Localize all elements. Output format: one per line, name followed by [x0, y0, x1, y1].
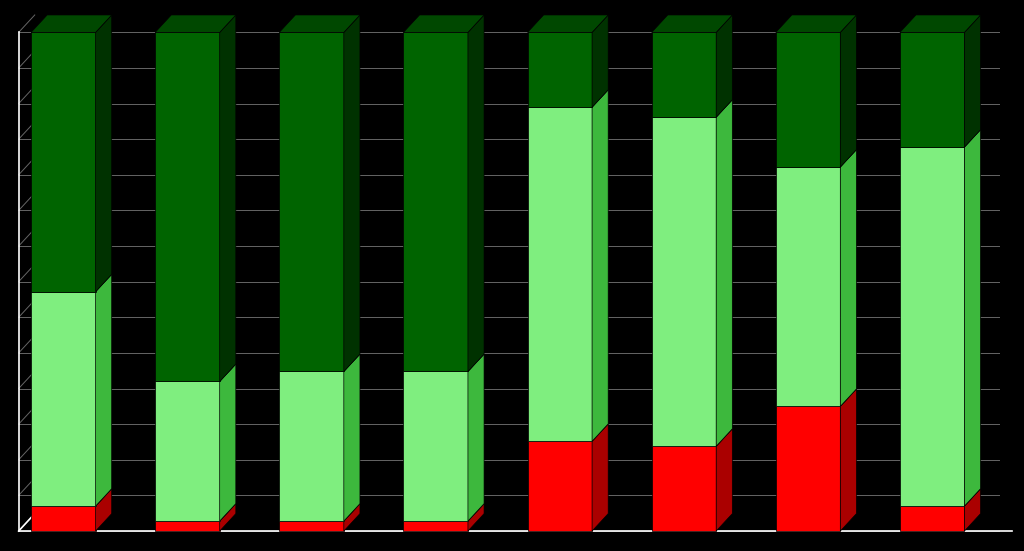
- Polygon shape: [776, 389, 856, 407]
- Polygon shape: [716, 15, 732, 117]
- Polygon shape: [841, 15, 856, 167]
- Polygon shape: [592, 424, 608, 531]
- Polygon shape: [95, 274, 112, 506]
- Polygon shape: [965, 489, 981, 531]
- Polygon shape: [592, 15, 608, 107]
- Polygon shape: [403, 504, 484, 521]
- Polygon shape: [220, 504, 236, 531]
- Polygon shape: [403, 354, 484, 371]
- Polygon shape: [280, 504, 360, 521]
- Polygon shape: [468, 15, 484, 371]
- Polygon shape: [776, 149, 856, 167]
- Polygon shape: [156, 15, 236, 33]
- Polygon shape: [220, 364, 236, 521]
- Polygon shape: [31, 489, 112, 506]
- Polygon shape: [344, 15, 360, 371]
- Polygon shape: [651, 15, 732, 33]
- Bar: [403, 521, 468, 531]
- Bar: [280, 371, 344, 521]
- Polygon shape: [156, 364, 236, 381]
- Polygon shape: [841, 149, 856, 407]
- Polygon shape: [716, 100, 732, 446]
- Bar: [900, 506, 965, 531]
- Bar: [527, 441, 592, 531]
- Polygon shape: [156, 504, 236, 521]
- Bar: [776, 167, 841, 407]
- Polygon shape: [95, 15, 112, 291]
- Bar: [156, 521, 220, 531]
- Polygon shape: [280, 354, 360, 371]
- Polygon shape: [220, 15, 236, 381]
- Polygon shape: [527, 15, 608, 33]
- Polygon shape: [776, 15, 856, 33]
- Polygon shape: [900, 489, 981, 506]
- Bar: [651, 33, 716, 117]
- Polygon shape: [95, 489, 112, 531]
- Polygon shape: [965, 129, 981, 506]
- Polygon shape: [900, 15, 981, 33]
- Polygon shape: [527, 424, 608, 441]
- Polygon shape: [841, 389, 856, 531]
- Polygon shape: [651, 100, 732, 117]
- Bar: [31, 291, 95, 506]
- Polygon shape: [344, 354, 360, 521]
- Polygon shape: [651, 429, 732, 446]
- Polygon shape: [468, 354, 484, 521]
- Bar: [776, 33, 841, 167]
- Bar: [651, 446, 716, 531]
- Bar: [156, 33, 220, 381]
- Polygon shape: [403, 15, 484, 33]
- Polygon shape: [965, 15, 981, 147]
- Bar: [280, 33, 344, 371]
- Bar: [527, 33, 592, 107]
- Polygon shape: [31, 274, 112, 291]
- Polygon shape: [592, 90, 608, 441]
- Polygon shape: [527, 90, 608, 107]
- Bar: [280, 521, 344, 531]
- Polygon shape: [900, 129, 981, 147]
- Polygon shape: [280, 15, 360, 33]
- Bar: [776, 407, 841, 531]
- Bar: [31, 506, 95, 531]
- Bar: [651, 117, 716, 446]
- Bar: [900, 33, 965, 147]
- Polygon shape: [716, 429, 732, 531]
- Bar: [156, 381, 220, 521]
- Bar: [900, 147, 965, 506]
- Polygon shape: [468, 504, 484, 531]
- Bar: [403, 371, 468, 521]
- Bar: [31, 33, 95, 291]
- Bar: [527, 107, 592, 441]
- Bar: [403, 33, 468, 371]
- Polygon shape: [31, 15, 112, 33]
- Polygon shape: [344, 504, 360, 531]
